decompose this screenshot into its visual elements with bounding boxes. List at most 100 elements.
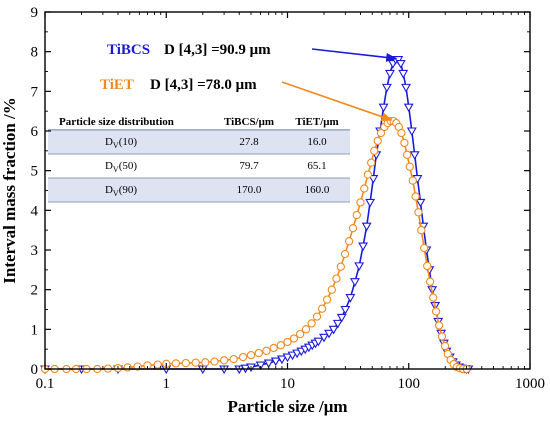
table-row-label-sub: V — [113, 189, 119, 198]
y-tick-label: 0 — [31, 362, 39, 378]
data-point — [270, 357, 281, 367]
data-point — [414, 208, 423, 217]
table-header: TiBCS/μm — [224, 116, 274, 128]
data-point — [301, 325, 311, 334]
data-point — [360, 184, 369, 193]
data-point — [344, 237, 354, 246]
data-point — [295, 329, 305, 339]
data-point — [406, 127, 417, 137]
data-point — [395, 60, 406, 69]
data-point — [317, 304, 327, 313]
data-point — [378, 103, 389, 113]
data-point — [358, 242, 369, 252]
data-point — [370, 146, 379, 155]
y-tick-label: 7 — [31, 84, 39, 100]
annotation-name: TiBCS — [107, 42, 150, 58]
table-row-label: DV(90) — [105, 184, 137, 198]
data-point — [191, 358, 200, 367]
data-point — [277, 355, 287, 365]
data-point — [434, 321, 444, 330]
data-point — [356, 198, 365, 207]
data-point — [319, 333, 329, 343]
annotation-arrow — [311, 48, 398, 62]
data-point — [376, 128, 386, 138]
data-point — [327, 285, 336, 294]
data-point — [219, 356, 229, 365]
data-point — [332, 274, 341, 283]
data-point — [255, 361, 266, 371]
y-tick-label: 1 — [31, 322, 39, 338]
table-row-label-tail: (90) — [119, 184, 138, 196]
data-point — [398, 69, 409, 79]
data-point — [420, 243, 429, 253]
data-point — [350, 278, 360, 287]
data-point — [282, 353, 293, 363]
table-row-shade — [48, 130, 350, 154]
data-point — [415, 198, 426, 208]
annotation-value: D [4,3] =78.0 μm — [150, 77, 257, 93]
data-point — [401, 83, 411, 93]
x-tick-label: 1000 — [515, 376, 545, 392]
series-layer — [40, 56, 474, 375]
data-point — [171, 359, 181, 368]
table-row-label-main: D — [105, 184, 113, 196]
data-point — [340, 305, 351, 315]
data-point — [367, 158, 376, 167]
data-point — [423, 261, 432, 271]
data-point — [440, 341, 450, 351]
table-row-shade — [48, 178, 350, 202]
y-tick-label: 4 — [31, 203, 39, 219]
data-point — [313, 337, 324, 347]
data-point — [425, 277, 435, 286]
data-point — [411, 192, 420, 201]
summary-table: Particle size distribution TiBCS/μm TiET/μ… — [48, 116, 350, 203]
table-row-label-sub: V — [113, 165, 119, 174]
data-point — [269, 343, 278, 353]
data-point — [363, 170, 373, 179]
x-tick-label: 1 — [163, 376, 171, 392]
data-point — [238, 352, 248, 362]
table-cell-tibcs: 27.8 — [239, 136, 259, 148]
table-header: TiET/μm — [295, 116, 338, 128]
x-tick-label: 0.1 — [36, 376, 55, 392]
y-tick-label: 9 — [31, 5, 39, 21]
table-row-label-main: D — [105, 160, 113, 172]
x-tick-label: 10 — [280, 376, 295, 392]
series-tibcs — [40, 56, 474, 375]
data-point — [263, 359, 274, 369]
y-tick-label: 8 — [31, 45, 39, 61]
annotation-name: TiET — [100, 77, 134, 93]
data-point — [153, 360, 162, 369]
data-point — [210, 357, 219, 366]
data-point — [246, 350, 256, 360]
data-point — [373, 136, 382, 146]
table-row-label: DV(50) — [105, 160, 137, 174]
table-cell-tiet: 65.1 — [307, 160, 326, 172]
data-point — [381, 83, 392, 93]
series-tiet — [40, 116, 471, 374]
data-point — [287, 351, 298, 361]
table-row-label-tail: (10) — [119, 136, 138, 148]
y-axis-label: Interval mass fraction /% — [0, 97, 19, 284]
data-point — [312, 312, 322, 321]
data-point — [276, 341, 285, 350]
data-point — [409, 151, 420, 160]
data-point — [336, 262, 345, 271]
data-point — [403, 103, 414, 113]
data-point — [405, 162, 414, 171]
series-line-tiet — [45, 120, 467, 370]
data-point — [181, 358, 190, 368]
data-point — [368, 175, 379, 184]
y-tick-label: 3 — [31, 243, 39, 259]
table-cell-tibcs: 79.7 — [239, 160, 259, 172]
axes: 0.1 1 10 100 1000 0 1 2 3 4 5 6 7 8 9 Particle size /μm… — [0, 5, 545, 416]
table-row-label-main: D — [105, 136, 113, 148]
data-point — [289, 334, 299, 343]
data-point — [352, 210, 361, 220]
y-tick-label: 5 — [31, 164, 39, 180]
data-point — [332, 319, 343, 329]
table-header: Particle size distribution — [59, 116, 174, 128]
data-point — [429, 293, 438, 302]
